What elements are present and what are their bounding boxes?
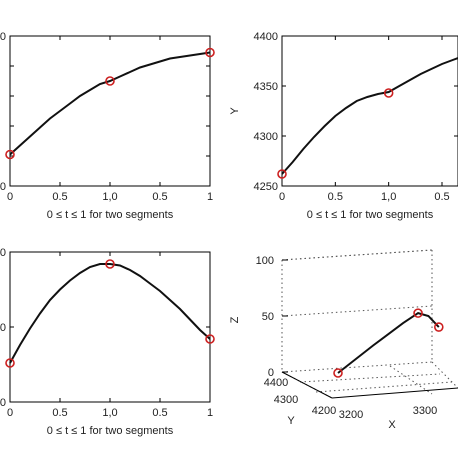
knot-marker (413, 308, 423, 318)
knot-marker (5, 358, 15, 368)
z-axis-label: Z (229, 316, 241, 323)
plot-frame-p3 (9, 251, 211, 403)
y-tick-label: 4250 (254, 181, 278, 193)
y-tick-label: 0 (0, 181, 6, 193)
knot-marker (205, 47, 215, 58)
x-tick-label: 0.5 (52, 407, 67, 419)
grid-line (299, 373, 441, 383)
x-tick-label: 0.5 (328, 191, 343, 203)
plot-frame-p1 (9, 35, 211, 187)
knot-marker (277, 169, 287, 179)
grid-line (431, 361, 458, 389)
x-tick-label: 1,0 (102, 407, 117, 419)
series-curve-3d (337, 312, 440, 374)
x-tick-label: 0.5 (152, 191, 167, 203)
x-axis-label: X (388, 419, 396, 431)
x-tick-label: 0 (279, 191, 285, 203)
x-axis-label: 0 ≤ t ≤ 1 for two segments (307, 209, 434, 221)
knot-marker (433, 322, 444, 332)
knot-marker (333, 368, 343, 378)
x-tick-label: 1 (207, 191, 213, 203)
y-tick-label: 0 (0, 31, 6, 43)
z-tick-label: 50 (262, 311, 274, 323)
grid-line (281, 305, 433, 317)
grid-line (389, 365, 433, 395)
y-tick-label: 4400 (254, 31, 278, 43)
x-tick-label: 1,0 (381, 191, 396, 203)
series-curve-p2 (281, 57, 458, 175)
knot-marker (105, 76, 115, 86)
grid-line (315, 381, 453, 393)
x-tick-label: 0.5 (434, 191, 449, 203)
x-axis-line (331, 387, 458, 399)
y-tick-label: 4400 (264, 377, 288, 389)
grid-line (281, 249, 433, 261)
y-tick-label: 4200 (312, 405, 336, 417)
y-axis-label: Y (287, 415, 295, 427)
plot-frame-p2 (281, 35, 458, 187)
x-tick-label: 1 (207, 407, 213, 419)
x-tick-label: 3200 (339, 409, 363, 421)
x-tick-label: 1,0 (102, 191, 117, 203)
y-tick-label: 4350 (254, 81, 278, 93)
knot-marker (5, 149, 15, 160)
y-axis-label: Y (229, 107, 241, 115)
x-axis-label: 0 ≤ t ≤ 1 for two segments (47, 425, 174, 437)
knot-marker (105, 259, 115, 269)
x-tick-label: 0 (7, 407, 13, 419)
x-tick-label: 0.5 (52, 191, 67, 203)
series-curve-p1 (9, 51, 211, 156)
x-tick-label: 0.5 (152, 407, 167, 419)
knot-marker (383, 88, 394, 98)
series-curve-p3 (9, 263, 211, 364)
x-tick-label: 3300 (413, 405, 437, 417)
grid-line (281, 361, 433, 373)
z-tick-label: 100 (256, 255, 274, 267)
z-tick-label: 0 (268, 367, 274, 379)
y-axis-line (281, 371, 333, 399)
y-tick-label: 4300 (254, 131, 278, 143)
y-tick-label: 4300 (274, 394, 298, 406)
y-tick-label: 0 (0, 247, 6, 259)
y-tick-label: 0 (0, 322, 6, 334)
x-tick-label: 0 (7, 191, 13, 203)
y-tick-label: 0 (0, 397, 6, 409)
knot-marker (205, 334, 215, 344)
x-axis-label: 0 ≤ t ≤ 1 for two segments (47, 209, 174, 221)
